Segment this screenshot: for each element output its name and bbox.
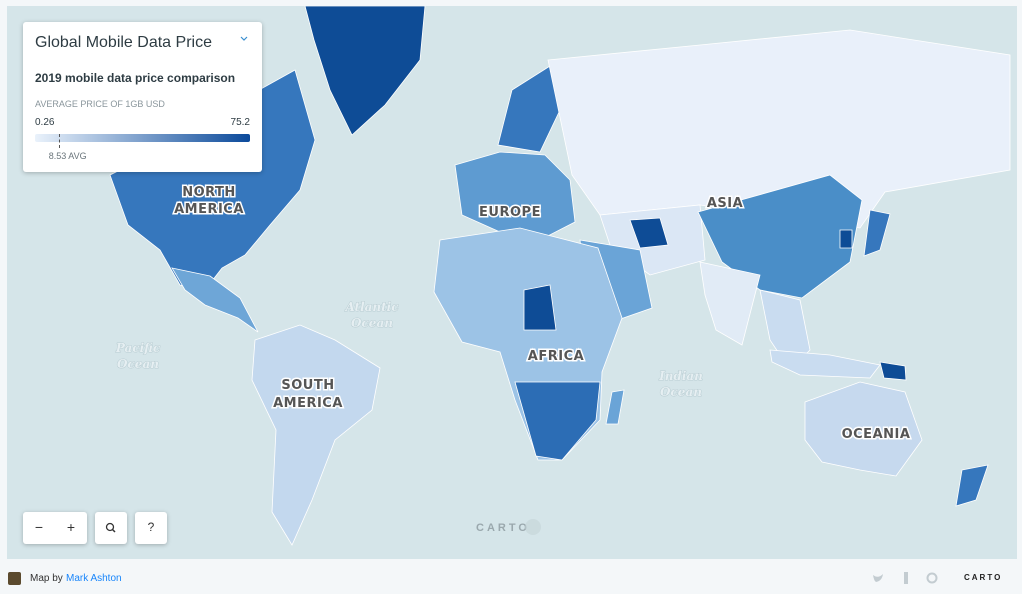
legend-min: 0.26: [35, 117, 55, 128]
twitter-icon[interactable]: [873, 574, 883, 582]
central-america[interactable]: [171, 267, 259, 333]
link-icon[interactable]: [926, 572, 938, 584]
region-label: OCEANIA: [842, 427, 911, 442]
legend-label: AVERAGE PRICE OF 1GB USD: [35, 99, 165, 109]
europe[interactable]: [454, 151, 576, 241]
region-label: SOUTH: [281, 378, 334, 393]
avg-label: 8.53 AVG: [48, 151, 87, 161]
countries: [109, 6, 1011, 546]
madagascar[interactable]: [605, 389, 625, 425]
avg-marker: [58, 134, 60, 148]
map-labels: NORTH AMERICA EUROPE ASIA AFRICA SOUTH A…: [114, 184, 911, 535]
region-label: EUROPE: [479, 205, 541, 220]
korea[interactable]: [839, 229, 853, 249]
new-zealand[interactable]: [955, 464, 989, 507]
zoom-out[interactable]: −: [34, 519, 44, 535]
search-icon: [105, 522, 116, 533]
southern-africa[interactable]: [514, 381, 601, 461]
ocean-label: Indian: [658, 369, 703, 383]
facebook-icon[interactable]: [904, 572, 908, 584]
legend-title: Global Mobile Data Price: [35, 34, 212, 51]
region-label: AMERICA: [273, 396, 343, 411]
legend-panel: Global Mobile Data Price 2019 mobile dat…: [23, 22, 262, 172]
legend-subtitle: 2019 mobile data price comparison: [35, 71, 236, 85]
region-label: AMERICA: [174, 202, 244, 217]
legend-max: 75.2: [230, 117, 250, 128]
credit-prefix: Map by: [30, 573, 63, 584]
search-button[interactable]: [95, 512, 127, 544]
author-avatar: [8, 572, 21, 585]
region-label: NORTH: [182, 185, 236, 200]
ocean-label: Ocean: [117, 357, 159, 371]
chad[interactable]: [523, 284, 557, 331]
ocean-label: Ocean: [351, 316, 393, 330]
footer: Map by Mark Ashton CARTO: [0, 562, 1022, 594]
help-icon: ?: [147, 520, 155, 534]
zoom-control: − +: [23, 512, 87, 544]
indonesia[interactable]: [769, 349, 881, 379]
author-link[interactable]: Mark Ashton: [66, 573, 122, 584]
collapse-toggle[interactable]: [240, 35, 248, 43]
zoom-in[interactable]: +: [66, 519, 76, 535]
japan[interactable]: [863, 209, 891, 257]
share-icons: [873, 572, 938, 584]
china[interactable]: [697, 174, 863, 299]
carto-logo[interactable]: CARTO: [964, 573, 1003, 582]
australia[interactable]: [804, 381, 923, 477]
south-america[interactable]: [251, 324, 381, 546]
papua-new-guinea[interactable]: [879, 361, 907, 381]
help-button[interactable]: ?: [135, 512, 167, 544]
russia-asia[interactable]: [547, 29, 1011, 229]
ocean-label: Pacific: [115, 341, 161, 355]
legend-ramp: [35, 134, 250, 142]
turkmenistan[interactable]: [629, 217, 669, 249]
region-label: ASIA: [707, 196, 743, 211]
region-label: AFRICA: [528, 349, 584, 364]
watermark: CARTO: [476, 522, 530, 534]
watermark-dot: [525, 519, 541, 535]
greenland[interactable]: [304, 6, 426, 136]
ocean-label: Ocean: [660, 385, 702, 399]
india[interactable]: [699, 261, 761, 346]
map[interactable]: NORTH AMERICA EUROPE ASIA AFRICA SOUTH A…: [7, 6, 1017, 559]
ocean-label: Atlantic: [344, 300, 399, 314]
